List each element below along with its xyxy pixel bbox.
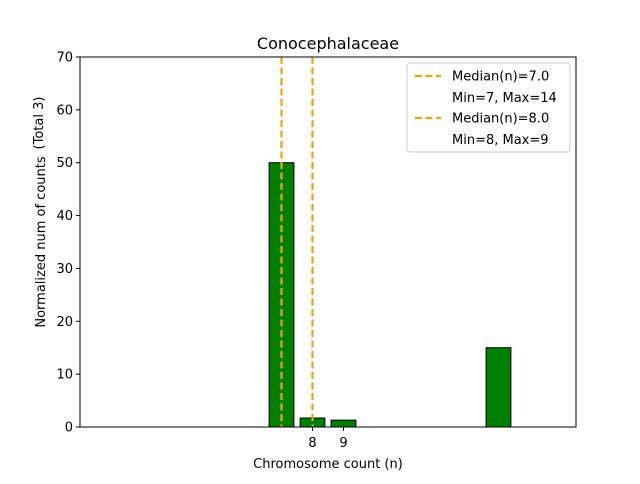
y-tick-label: 50 [56,156,73,171]
y-tick-label: 20 [56,315,73,330]
bar-14 [485,347,512,428]
y-tick-label: 40 [56,209,73,224]
legend-median-2-range: Min=8, Max=9 [452,133,549,148]
x-tick-label: 8 [308,436,316,451]
legend: Median(n)=7.0 Min=7, Max=14 Median(n)=8.… [406,62,571,153]
y-axis-label: Normalized num of counts [34,156,49,327]
y-tick-label: 70 [56,51,73,66]
legend-box [406,62,571,153]
legend-median-1-label: Median(n)=7.0 [452,70,549,85]
x-tick-label: 9 [339,436,347,451]
median-lines-layer [280,57,314,427]
legend-median-1-range: Min=7, Max=14 [452,91,557,106]
y-tick-label: 60 [56,103,73,118]
y-tick-label: 10 [56,368,73,383]
plot-area-frame [79,56,577,428]
y-axis-label-total: (Total 3) [32,97,47,150]
x-axis-label: Chromosome count (n) [253,457,403,472]
bar-9 [330,419,357,428]
y-tick-label: 0 [65,421,73,436]
legend-median-2-label: Median(n)=8.0 [452,112,549,127]
y-tick-label: 30 [56,262,73,277]
y-axis-ticks: 0 10 20 30 40 50 60 70 [56,51,80,436]
chart-title: Conocephalaceae [257,34,399,53]
